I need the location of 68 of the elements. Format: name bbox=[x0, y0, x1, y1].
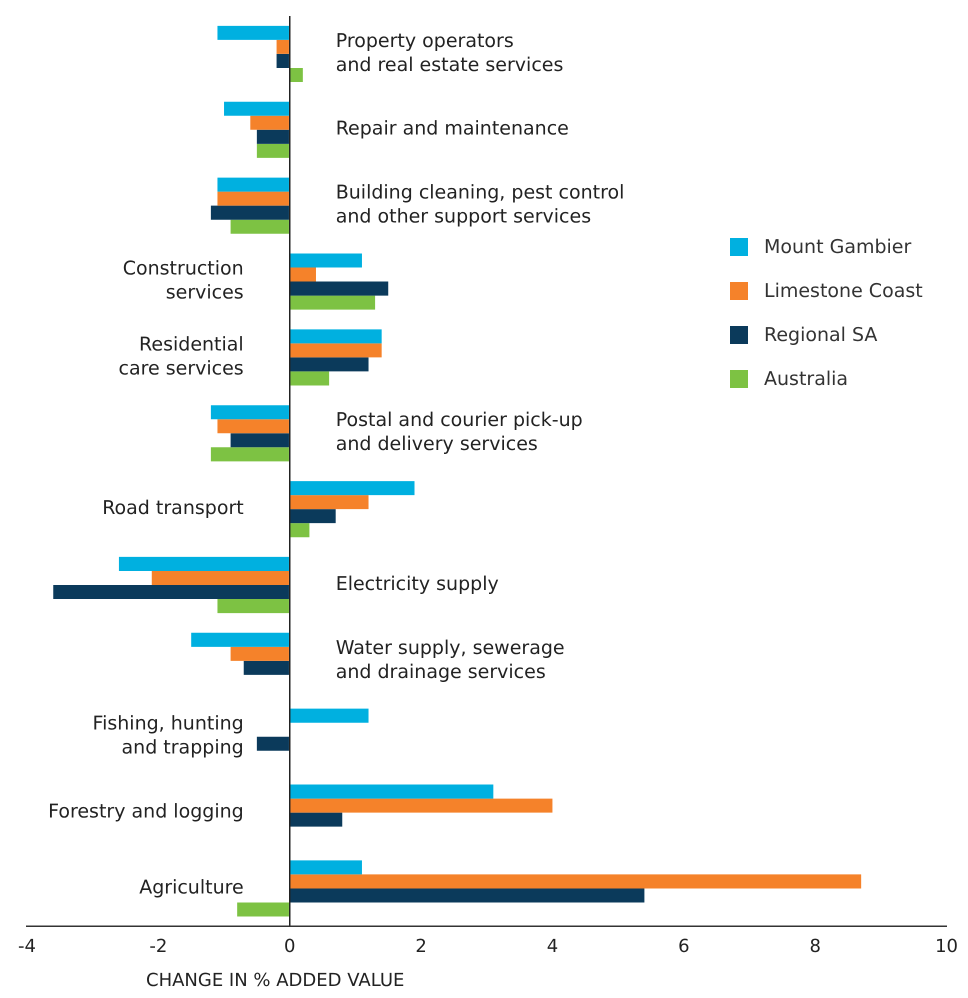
bar bbox=[210, 206, 289, 220]
bar bbox=[290, 784, 494, 799]
bar bbox=[290, 509, 336, 524]
bar bbox=[230, 220, 289, 234]
bar bbox=[217, 26, 289, 40]
bar bbox=[290, 481, 415, 496]
bar bbox=[217, 419, 289, 434]
bar bbox=[276, 54, 289, 68]
x-tick-label: -4 bbox=[18, 936, 36, 957]
x-tick-label: 2 bbox=[415, 936, 427, 957]
bar bbox=[290, 68, 303, 82]
bar bbox=[290, 343, 382, 358]
y-tick-label: Repair and maintenance bbox=[336, 118, 569, 140]
bar bbox=[290, 812, 342, 827]
bar bbox=[256, 736, 289, 751]
bar bbox=[230, 433, 289, 448]
bar bbox=[217, 178, 289, 192]
bar bbox=[53, 585, 289, 600]
bar bbox=[237, 902, 289, 917]
x-tick-label: -2 bbox=[149, 936, 168, 957]
x-tick-label: 6 bbox=[678, 936, 690, 957]
bar bbox=[290, 357, 369, 372]
bar bbox=[290, 282, 388, 296]
legend-label: Mount Gambier bbox=[764, 236, 912, 258]
bar bbox=[290, 253, 362, 268]
bar bbox=[210, 447, 289, 462]
y-tick-label: Building cleaning, pest control and other support services bbox=[336, 182, 624, 228]
bar bbox=[290, 371, 330, 386]
bar bbox=[290, 523, 310, 538]
x-axis-title: CHANGE IN % ADDED VALUE bbox=[146, 970, 404, 991]
bar bbox=[256, 144, 289, 158]
legend-label: Limestone Coast bbox=[764, 280, 923, 302]
bar bbox=[118, 556, 289, 571]
bar bbox=[210, 405, 289, 420]
x-tick-label: 10 bbox=[935, 936, 958, 957]
bar bbox=[217, 192, 289, 206]
y-tick-label: Property operators and real estate services bbox=[336, 30, 564, 76]
bar bbox=[191, 632, 289, 647]
bar bbox=[250, 116, 289, 130]
bar bbox=[224, 102, 289, 116]
bar bbox=[276, 40, 289, 54]
y-tick-label: Electricity supply bbox=[336, 572, 499, 595]
y-tick-label: Agriculture bbox=[139, 876, 244, 898]
y-tick-label: Residential care services bbox=[118, 333, 244, 380]
bar bbox=[290, 296, 376, 310]
y-tick-label: Postal and courier pick-up and delivery services bbox=[336, 409, 583, 456]
bar bbox=[244, 660, 289, 675]
bar bbox=[290, 888, 644, 902]
y-tick-label: Water supply, sewerage and drainage services bbox=[336, 636, 565, 683]
bar bbox=[217, 599, 289, 614]
bar bbox=[290, 495, 369, 510]
bar bbox=[290, 798, 552, 813]
bar bbox=[256, 130, 289, 144]
x-tick-label: 4 bbox=[546, 936, 558, 957]
y-tick-label: Fishing, hunting and trapping bbox=[92, 712, 244, 759]
y-tick-label: Forestry and logging bbox=[48, 800, 244, 823]
bar bbox=[290, 708, 369, 723]
x-tick-label: 0 bbox=[284, 936, 296, 957]
y-tick-label: Road transport bbox=[102, 497, 244, 520]
bar bbox=[290, 329, 382, 344]
bar bbox=[152, 570, 289, 585]
y-tick-label: Construction services bbox=[122, 257, 244, 304]
x-tick-label: 8 bbox=[809, 936, 821, 957]
bar bbox=[290, 860, 362, 874]
legend-label: Australia bbox=[764, 368, 848, 390]
legend-label: Regional SA bbox=[764, 324, 878, 346]
bar bbox=[290, 268, 316, 282]
bar bbox=[230, 646, 289, 661]
